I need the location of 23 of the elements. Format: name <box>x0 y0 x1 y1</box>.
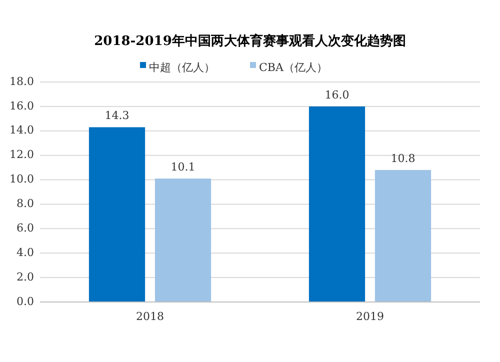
chart-title: 2018-2019年中国两大体育赛事观看人次变化趋势图 <box>94 33 406 49</box>
x-tick-label: 2019 <box>356 310 384 323</box>
data-label: 14.3 <box>104 109 130 122</box>
x-tick-label: 2018 <box>136 310 164 323</box>
y-tick-label: 4.0 <box>16 246 34 259</box>
data-label: 10.1 <box>170 160 196 174</box>
y-tick-label: 16.0 <box>10 99 34 112</box>
y-tick-label: 0.0 <box>16 294 34 308</box>
bar <box>374 170 432 302</box>
y-tick-label: 2.0 <box>16 270 34 284</box>
y-tick-label: 6.0 <box>16 222 34 235</box>
legend-label: CBA（亿人） <box>259 60 328 74</box>
y-tick-label: 18.0 <box>10 74 34 88</box>
y-tick-label: 12.0 <box>10 148 34 162</box>
y-tick-label: 8.0 <box>16 197 34 210</box>
y-tick-label: 10.0 <box>10 172 34 186</box>
y-tick-label: 14.0 <box>10 124 34 137</box>
bar <box>308 106 366 302</box>
data-label: 10.8 <box>390 152 416 165</box>
legend-label: 中超（亿人） <box>149 60 215 74</box>
data-label: 16.0 <box>324 88 350 102</box>
bar <box>154 178 212 302</box>
bar <box>88 127 146 302</box>
